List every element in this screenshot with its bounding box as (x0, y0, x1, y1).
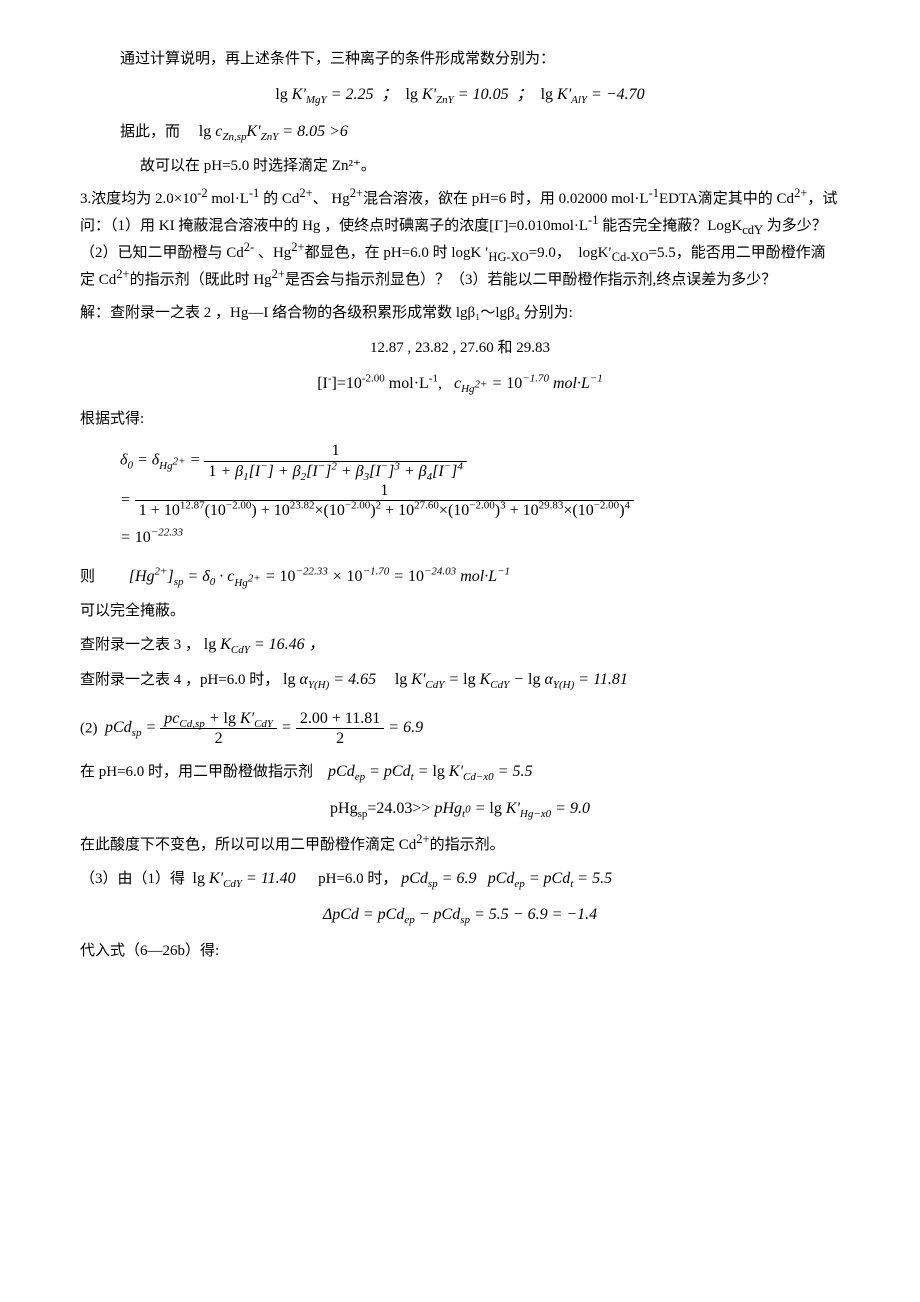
text-p2a: 据此，而 (120, 124, 180, 140)
formula-6: lg KCdY = 16.46 ， (204, 636, 325, 653)
text-p13: 在 pH=6.0 时，用二甲酚橙做指示剂 (80, 764, 313, 780)
paragraph-9: 可以完全掩蔽。 (80, 598, 840, 625)
paragraph-8: 则 [Hg2+]sp = δ0 · cHg2+ = 10−22.33 × 10−… (80, 563, 840, 592)
paragraph-3: 故可以在 pH=5.0 时选择滴定 Zn²⁺。 (80, 153, 840, 180)
formula-12: ΔpCd = pCdep − pCdsp = 5.5 − 6.9 = −1.4 (80, 901, 840, 930)
paragraph-14: 在此酸度下不变色，所以可以用二甲酚橙作滴定 Cd2+的指示剂。 (80, 832, 840, 859)
text-p8a: 则 (80, 569, 95, 585)
beta-values: 12.87 , 23.82 , 27.60 和 29.83 (80, 335, 840, 362)
paragraph-11: 查附录一之表 4 ，pH=6.0 时， lg αY(H) = 4.65 lg K… (80, 666, 840, 695)
formula-7a: lg αY(H) = 4.65 (283, 671, 376, 688)
text-p10a: 查附录一之表 3 ， (80, 637, 200, 653)
formula-11b: pCdsp = 6.9 (401, 870, 476, 887)
paragraph-10: 查附录一之表 3 ， lg KCdY = 16.46 ， (80, 631, 840, 660)
formula-2: lg cZn,spK'ZnY = 8.05 >6 (199, 123, 348, 140)
paragraph-13: 在 pH=6.0 时，用二甲酚橙做指示剂 pCdep = pCdt = lg K… (80, 758, 840, 787)
problem-3: 3.浓度均为 2.0×10-2 mol·L-1 的 Cd2+、 Hg2+混合溶液… (80, 186, 840, 294)
paragraph-16: 代入式（6—26b）得: (80, 938, 840, 965)
text-p15b: pH=6.0 时， (318, 871, 397, 887)
formula-4: δ0 = δHg2+ = 1 1 + β1[I−] + β2[I−]2 + β3… (80, 441, 840, 555)
paragraph-2: 据此，而 lg cZn,spK'ZnY = 8.05 >6 (80, 118, 840, 147)
formula-5: [Hg2+]sp = δ0 · cHg2+ = 10−22.33 × 10−1.… (129, 568, 510, 585)
formula-10: pHgsp=24.03>> pHgt0 = lg K'Hg−x0 = 9.0 (80, 795, 840, 824)
text-p11a: 查附录一之表 4 ，pH=6.0 时， (80, 672, 279, 688)
formula-3: [I-]=10-2.00 mol·L-1, cHg2+ = 10−1.70 mo… (80, 370, 840, 399)
paragraph-intro: 通过计算说明，再上述条件下，三种离子的条件形成常数分别为： (80, 46, 840, 73)
text-p12a: (2) (80, 720, 98, 736)
text-p15a: （3）由（1）得 (80, 871, 185, 887)
formula-11c: pCdep = pCdt = 5.5 (488, 870, 612, 887)
formula-1: lg K'MgY = 2.25 ； lg K'ZnY = 10.05 ； lg … (80, 81, 840, 110)
formula-9: pCdep = pCdt = lg K'Cd−x0 = 5.5 (328, 763, 532, 780)
formula-7b: lg K'CdY = lg KCdY − lg αY(H) = 11.81 (395, 671, 628, 688)
formula-11a: lg K'CdY = 11.40 (193, 870, 296, 887)
solution-start: 解：查附录一之表 2 ，Hg—I 络合物的各级积累形成常数 lgβ₁～lgβ₄ … (80, 300, 840, 327)
paragraph-7: 根据式得: (80, 406, 840, 433)
formula-8: pCdsp = pcCd,sp + lg K'CdY 2 = 2.00 + 11… (105, 719, 423, 736)
paragraph-15: （3）由（1）得 lg K'CdY = 11.40 pH=6.0 时， pCds… (80, 865, 840, 894)
paragraph-12: (2) pCdsp = pcCd,sp + lg K'CdY 2 = 2.00 … (80, 709, 840, 748)
